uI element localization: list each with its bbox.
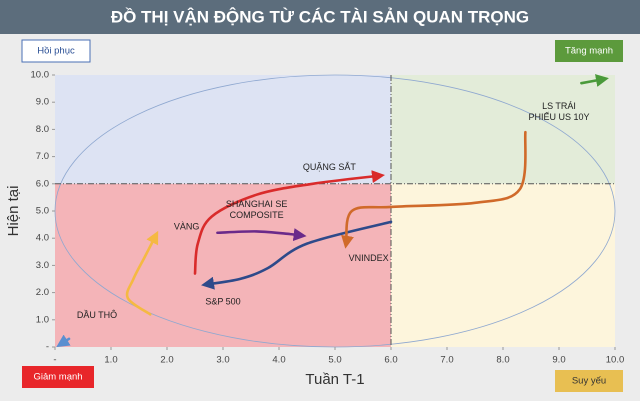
chart-title: ĐỒ THỊ VẬN ĐỘNG TỪ CÁC TÀI SẢN QUAN TRỌN… — [111, 7, 529, 26]
corner-label: Hồi phục — [37, 46, 75, 57]
x-tick-label: 3.0 — [216, 355, 229, 366]
x-tick-label: - — [53, 355, 56, 366]
corner-box — [555, 370, 623, 392]
corner-label: Giảm mạnh — [33, 372, 82, 383]
corner-box — [21, 39, 91, 63]
series-label-box: LS TRÁI PHIẾU US 10Y — [528, 101, 590, 123]
x-tick-label: 9.0 — [552, 355, 565, 366]
y-tick-label: 2.0 — [36, 287, 49, 298]
y-tick-label: 10.0 — [31, 70, 50, 81]
y-tick-label: - — [46, 342, 49, 353]
y-tick-label: 4.0 — [36, 233, 49, 244]
series-label: DẦU THÔ — [77, 310, 117, 320]
series-label: VÀNG — [174, 222, 200, 232]
quadrant — [391, 75, 615, 184]
y-axis-label: Hiện tại — [5, 186, 22, 237]
series-label: VNINDEX — [349, 253, 389, 263]
y-tick-label: 9.0 — [36, 97, 49, 108]
trajectory — [201, 220, 393, 290]
y-tick-label: 7.0 — [36, 151, 49, 162]
x-tick-label: 6.0 — [384, 355, 397, 366]
quadrant — [391, 183, 615, 347]
trajectory — [193, 170, 385, 275]
trajectory — [125, 230, 159, 316]
trajectory — [341, 130, 527, 249]
x-tick-label: 10.0 — [606, 355, 625, 366]
title-banner — [0, 0, 640, 34]
corner-box — [22, 366, 94, 388]
trajectory — [580, 74, 609, 87]
corner-box — [555, 40, 623, 62]
quadrant — [55, 183, 391, 347]
x-tick-label: 1.0 — [104, 355, 117, 366]
series-label-box: SHANGHAI SE COMPOSITE — [225, 199, 288, 220]
series-label: S&P 500 — [205, 296, 240, 306]
y-tick-label: 5.0 — [36, 206, 49, 217]
y-tick-label: 1.0 — [36, 314, 49, 325]
plot-area: - 1.0 2.0 3.0 4.0 5.0 6.0 7.0 8.0 9.0 10.0 - 1.0 2.0 3… — [31, 70, 625, 366]
trajectory — [56, 334, 71, 348]
x-tick-label: 7.0 — [440, 355, 453, 366]
trajectory — [216, 228, 307, 241]
y-tick-label: 6.0 — [36, 178, 49, 189]
y-tick-label: 8.0 — [36, 124, 49, 135]
series-label: LS TRÁI PHIẾU US 10Y — [528, 101, 590, 123]
x-tick-label: 8.0 — [496, 355, 509, 366]
x-axis-label: Tuần T-1 — [305, 371, 364, 388]
series-label: SHANGHAI SE COMPOSITE — [225, 199, 288, 220]
x-tick-label: 4.0 — [272, 355, 285, 366]
corner-label: Tăng mạnh — [565, 46, 613, 57]
corner-label: Suy yếu — [572, 376, 606, 387]
x-tick-label: 2.0 — [160, 355, 173, 366]
series-label: QUẶNG SẮT — [303, 162, 357, 172]
x-tick-label: 5.0 — [328, 355, 341, 366]
y-tick-label: 3.0 — [36, 260, 49, 271]
